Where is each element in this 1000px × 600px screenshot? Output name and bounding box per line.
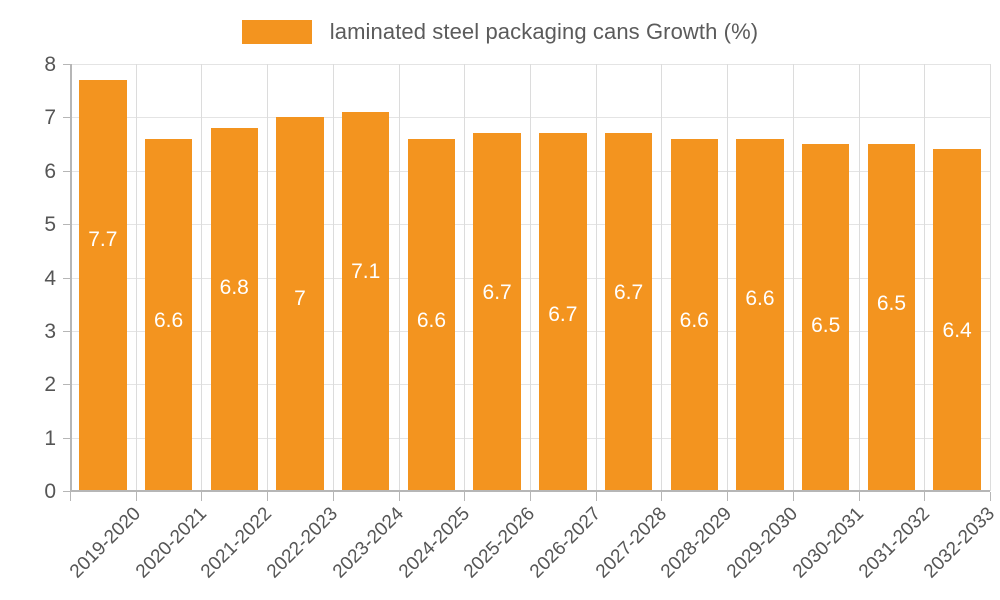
gridline-vertical [333,64,334,491]
bar-value-label: 6.6 [153,308,184,332]
x-axis-tick-label: 2029-2030 [723,503,803,583]
y-axis-tick-label: 3 [44,319,56,343]
gridline-vertical [990,64,991,491]
gridline-vertical [464,64,465,491]
bar-value-label: 6.8 [219,276,249,300]
y-axis-tick-label: 0 [44,480,56,503]
x-axis-tick-label: 2023-2024 [328,503,408,583]
bar[interactable] [79,80,127,491]
x-axis-tick-label: 2032-2033 [920,503,1000,583]
bar[interactable] [539,133,587,491]
y-axis-tick [63,117,71,119]
gridline-vertical [661,64,662,491]
bar[interactable] [407,138,456,491]
y-axis-tick-label: 8 [44,53,56,76]
bar[interactable] [933,149,981,491]
x-axis-tick [399,492,400,501]
gridline-vertical [136,64,137,491]
y-axis-tick [63,330,71,332]
bar[interactable] [473,133,521,491]
bar[interactable] [670,138,718,491]
bar-value-label: 7.7 [88,228,118,251]
gridline-vertical [727,64,728,491]
x-axis-tick [793,492,794,501]
bar[interactable] [604,133,653,491]
bar-value-label: 7 [294,287,306,311]
bar-value-label: 6.6 [416,308,447,332]
bar[interactable] [210,128,258,491]
y-axis-tick [63,384,71,386]
x-axis-tick [596,492,597,501]
y-axis-tick-label: 6 [44,159,56,183]
legend-color-swatch [241,20,312,44]
bar-value-label: 6.6 [679,308,709,332]
x-axis-tick-label: 2024-2025 [394,503,474,583]
y-axis-tick-label: 1 [44,426,56,450]
x-axis-line [70,490,990,492]
x-axis-tick-label: 2025-2026 [460,503,540,583]
bar[interactable] [144,138,193,491]
legend-label: laminated steel packaging cans Growth (%… [329,19,759,44]
chart-legend: laminated steel packaging cans Growth (%… [0,14,1000,50]
gridline-vertical [530,64,531,491]
bar-value-label: 6.7 [613,281,644,305]
y-axis-line [70,64,72,492]
y-axis-tick-label: 7 [44,106,56,130]
bar[interactable] [867,144,916,491]
y-axis-tick [63,170,71,172]
x-axis-tick-label: 2027-2028 [591,503,671,583]
bar-value-label: 6.7 [482,281,512,305]
plot-area: 7.7 6.6 6.8 7 7.1 6.6 6.7 6.7 6.7 6.6 6.6 6.5 6.5 6.4 [70,64,991,492]
x-axis-tick [201,492,202,501]
x-axis-tick-label: 2022-2023 [263,503,343,583]
bar-value-label: 6.7 [548,303,578,327]
y-axis-tick [63,437,71,439]
x-axis-tick-label: 2019-2020 [65,503,145,583]
y-axis-tick [63,491,71,492]
x-axis-tick [464,492,465,501]
gridline-vertical [267,64,268,491]
gridline-vertical [201,64,202,491]
y-axis-tick-label: 4 [44,266,56,290]
y-axis-tick-label: 5 [44,213,56,237]
gridline-vertical [596,64,597,491]
x-axis-tick [333,492,334,501]
x-axis-tick [727,492,728,501]
x-axis-tick [136,492,137,501]
x-axis-tick [70,492,71,501]
gridline-vertical [924,64,925,491]
bar[interactable] [802,144,850,491]
x-axis-tick-label: 2021-2022 [197,503,277,583]
bar[interactable] [342,112,390,491]
x-axis-tick [924,492,925,501]
x-axis-tick [267,492,268,501]
x-axis-tick [990,492,991,501]
bar[interactable] [276,117,324,491]
x-axis-tick-label: 2026-2027 [525,503,605,583]
gridline-vertical [793,64,794,491]
x-axis-tick [859,492,860,501]
x-axis-tick-label: 2031-2032 [854,503,934,583]
bar-value-label: 6.4 [942,319,972,343]
y-axis-tick [63,224,71,226]
gridline-vertical [859,64,860,491]
bar[interactable] [736,138,784,491]
bar-value-label: 6.5 [811,314,841,338]
bar-value-label: 7.1 [351,260,381,284]
y-axis-tick [63,277,71,279]
gridline-vertical [399,64,400,491]
bar-value-label: 6.6 [745,286,775,310]
bar-value-label: 6.5 [876,292,907,316]
x-axis-tick-label: 2028-2029 [657,503,737,583]
y-axis-tick-label: 2 [44,373,56,397]
x-axis-tick [661,492,662,501]
x-axis-tick-label: 2020-2021 [131,503,211,583]
x-axis-tick-label: 2030-2031 [788,503,868,583]
y-axis-tick [63,64,71,65]
x-axis-tick [530,492,531,501]
